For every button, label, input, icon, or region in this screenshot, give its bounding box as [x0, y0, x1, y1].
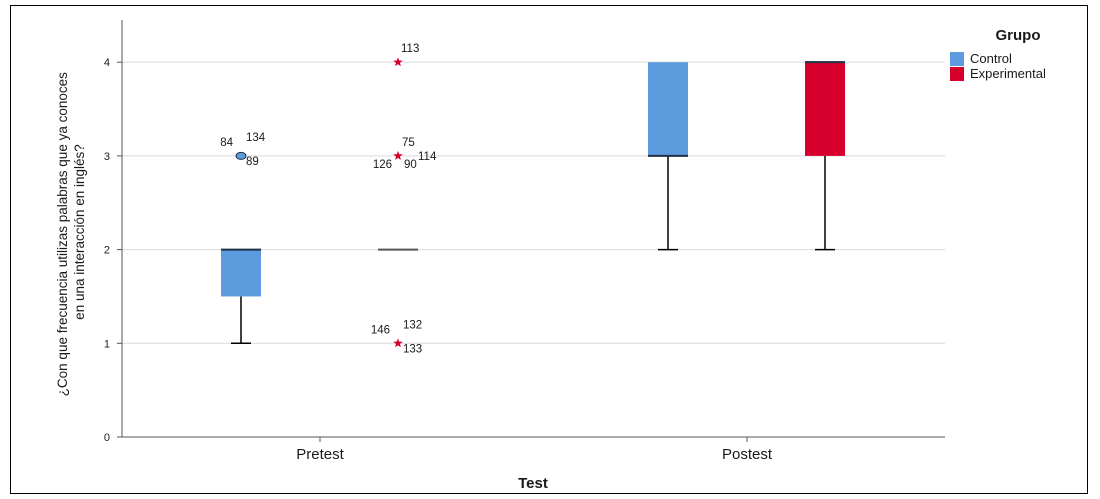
outlier-case-label: 146 — [371, 324, 390, 336]
y-axis-title-line-2: en una interacción en inglés? — [72, 144, 87, 320]
x-tick-label: Pretest — [296, 446, 344, 463]
outlier-case-label: 133 — [403, 343, 422, 355]
outlier-circle-marker — [235, 151, 247, 160]
outlier-case-label: 90 — [404, 159, 417, 171]
legend-label-control: Control — [970, 51, 1012, 66]
y-tick-label: 0 — [104, 432, 110, 444]
outlier-star-marker — [393, 338, 403, 348]
outlier-case-label: 114 — [418, 151, 437, 163]
outlier-case-label: 126 — [373, 159, 392, 171]
outlier-star-marker — [393, 150, 403, 160]
box-body — [805, 62, 845, 156]
chart-frame — [10, 5, 1088, 494]
y-tick-label: 2 — [104, 245, 110, 257]
y-tick-label: 1 — [104, 338, 110, 350]
box-body — [648, 62, 688, 156]
outlier-case-label: 132 — [403, 319, 422, 331]
outlier-case-label: 113 — [401, 43, 419, 55]
box-pretest-control: 84 134 89 — [220, 132, 266, 345]
axes: ¿Con que frecuencia utilizas palabras qu… — [54, 20, 945, 492]
box-body — [221, 249, 261, 297]
outlier-case-label: 75 — [402, 137, 415, 149]
box-postest-control — [648, 62, 688, 251]
y-axis-title: ¿Con que frecuencia utilizas palabras qu… — [54, 68, 87, 397]
legend-label-experimental: Experimental — [970, 66, 1046, 81]
y-tick-label: 3 — [104, 151, 110, 163]
box-postest-experimental — [805, 61, 845, 251]
y-tick-label: 4 — [104, 57, 110, 69]
y-axis-title-line-1: ¿Con que frecuencia utilizas palabras qu… — [55, 72, 70, 396]
legend-swatch-experimental — [950, 67, 964, 81]
outlier-case-label: 84 — [220, 137, 233, 149]
outlier-case-label: 134 — [246, 132, 266, 144]
outlier-star-marker — [393, 57, 403, 67]
x-axis-title: Test — [518, 475, 548, 492]
outlier-case-label: 89 — [246, 156, 259, 168]
x-tick-label: Postest — [722, 446, 773, 463]
legend-title: Grupo — [996, 27, 1041, 44]
legend-swatch-control — [950, 52, 964, 66]
